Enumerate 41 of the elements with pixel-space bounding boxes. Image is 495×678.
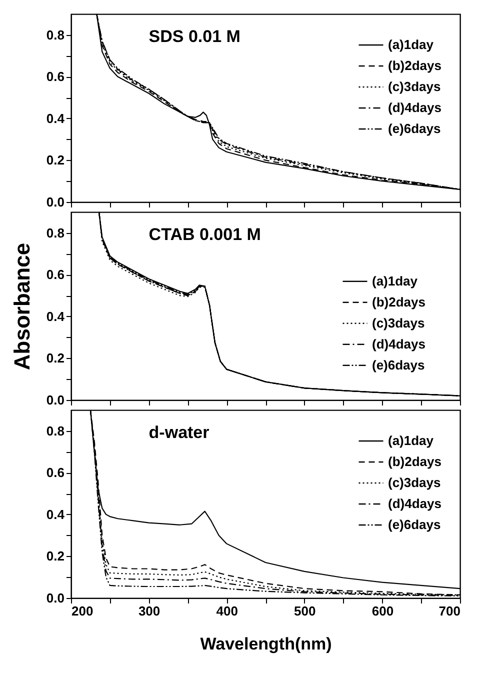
legend-label: (d)4days: [388, 496, 442, 511]
legend-label: (b)2days: [388, 58, 442, 73]
y-tick-label: 0.2: [46, 548, 64, 564]
legend-label: (d)4days: [388, 100, 442, 115]
x-tick-label: 300: [138, 604, 160, 618]
y-tick-label: 0.6: [46, 465, 64, 480]
y-axis-title: Absorbance: [9, 242, 34, 370]
legend-label: (e)6days: [372, 357, 425, 372]
legend-label: (a)1day: [388, 37, 434, 52]
y-tick-label: 0.2: [46, 152, 64, 168]
legend-label: (e)6days: [388, 121, 441, 136]
y-tick-label: 0.6: [46, 69, 64, 84]
y-tick-label: 0.8: [46, 423, 64, 438]
legend-label: (b)2days: [372, 294, 426, 310]
y-tick-label: 0.6: [46, 267, 64, 282]
annotation: SDS 0.01 M: [148, 27, 240, 46]
legend-label: (c)3days: [388, 475, 441, 490]
legend-label: (a)1day: [372, 273, 418, 288]
legend-label: (c)3days: [372, 315, 425, 330]
legend-label: (a)1day: [388, 433, 434, 448]
y-tick-label: 0.8: [46, 27, 64, 42]
x-axis-title: Wavelength(nm): [200, 634, 332, 654]
x-tick-label: 600: [372, 604, 394, 618]
y-tick-label: 0.0: [46, 194, 64, 210]
y-tick-label: 0.0: [46, 392, 64, 408]
legend-label: (b)2days: [388, 454, 442, 469]
y-tick-label: 0.4: [46, 506, 66, 522]
x-tick-label: 200: [72, 604, 94, 618]
y-tick-label: 0.4: [46, 110, 66, 126]
annotation: CTAB 0.001 M: [148, 225, 261, 244]
annotation: d-water: [148, 423, 210, 442]
y-tick-label: 0.2: [46, 350, 64, 366]
x-tick-label: 500: [294, 604, 316, 618]
y-tick-label: 0.8: [46, 225, 64, 240]
legend-label: (e)6days: [388, 517, 441, 532]
legend-label: (c)3days: [388, 79, 441, 94]
legend-label: (d)4days: [372, 336, 426, 352]
x-tick-label: 700: [438, 604, 460, 618]
y-tick-label: 0.0: [46, 590, 64, 606]
y-tick-label: 0.4: [46, 308, 66, 324]
x-tick-label: 400: [216, 604, 238, 618]
